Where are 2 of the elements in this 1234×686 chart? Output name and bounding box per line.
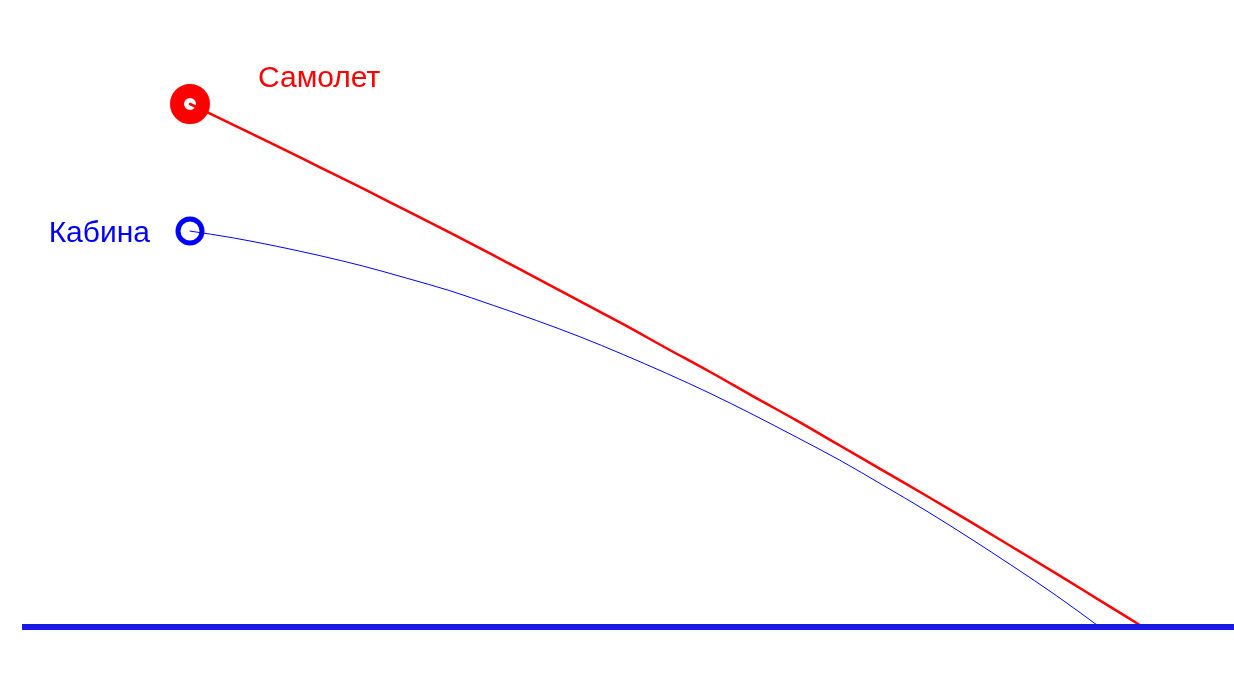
series-label: Кабина <box>48 215 151 249</box>
series-label: Самолет <box>258 60 381 93</box>
